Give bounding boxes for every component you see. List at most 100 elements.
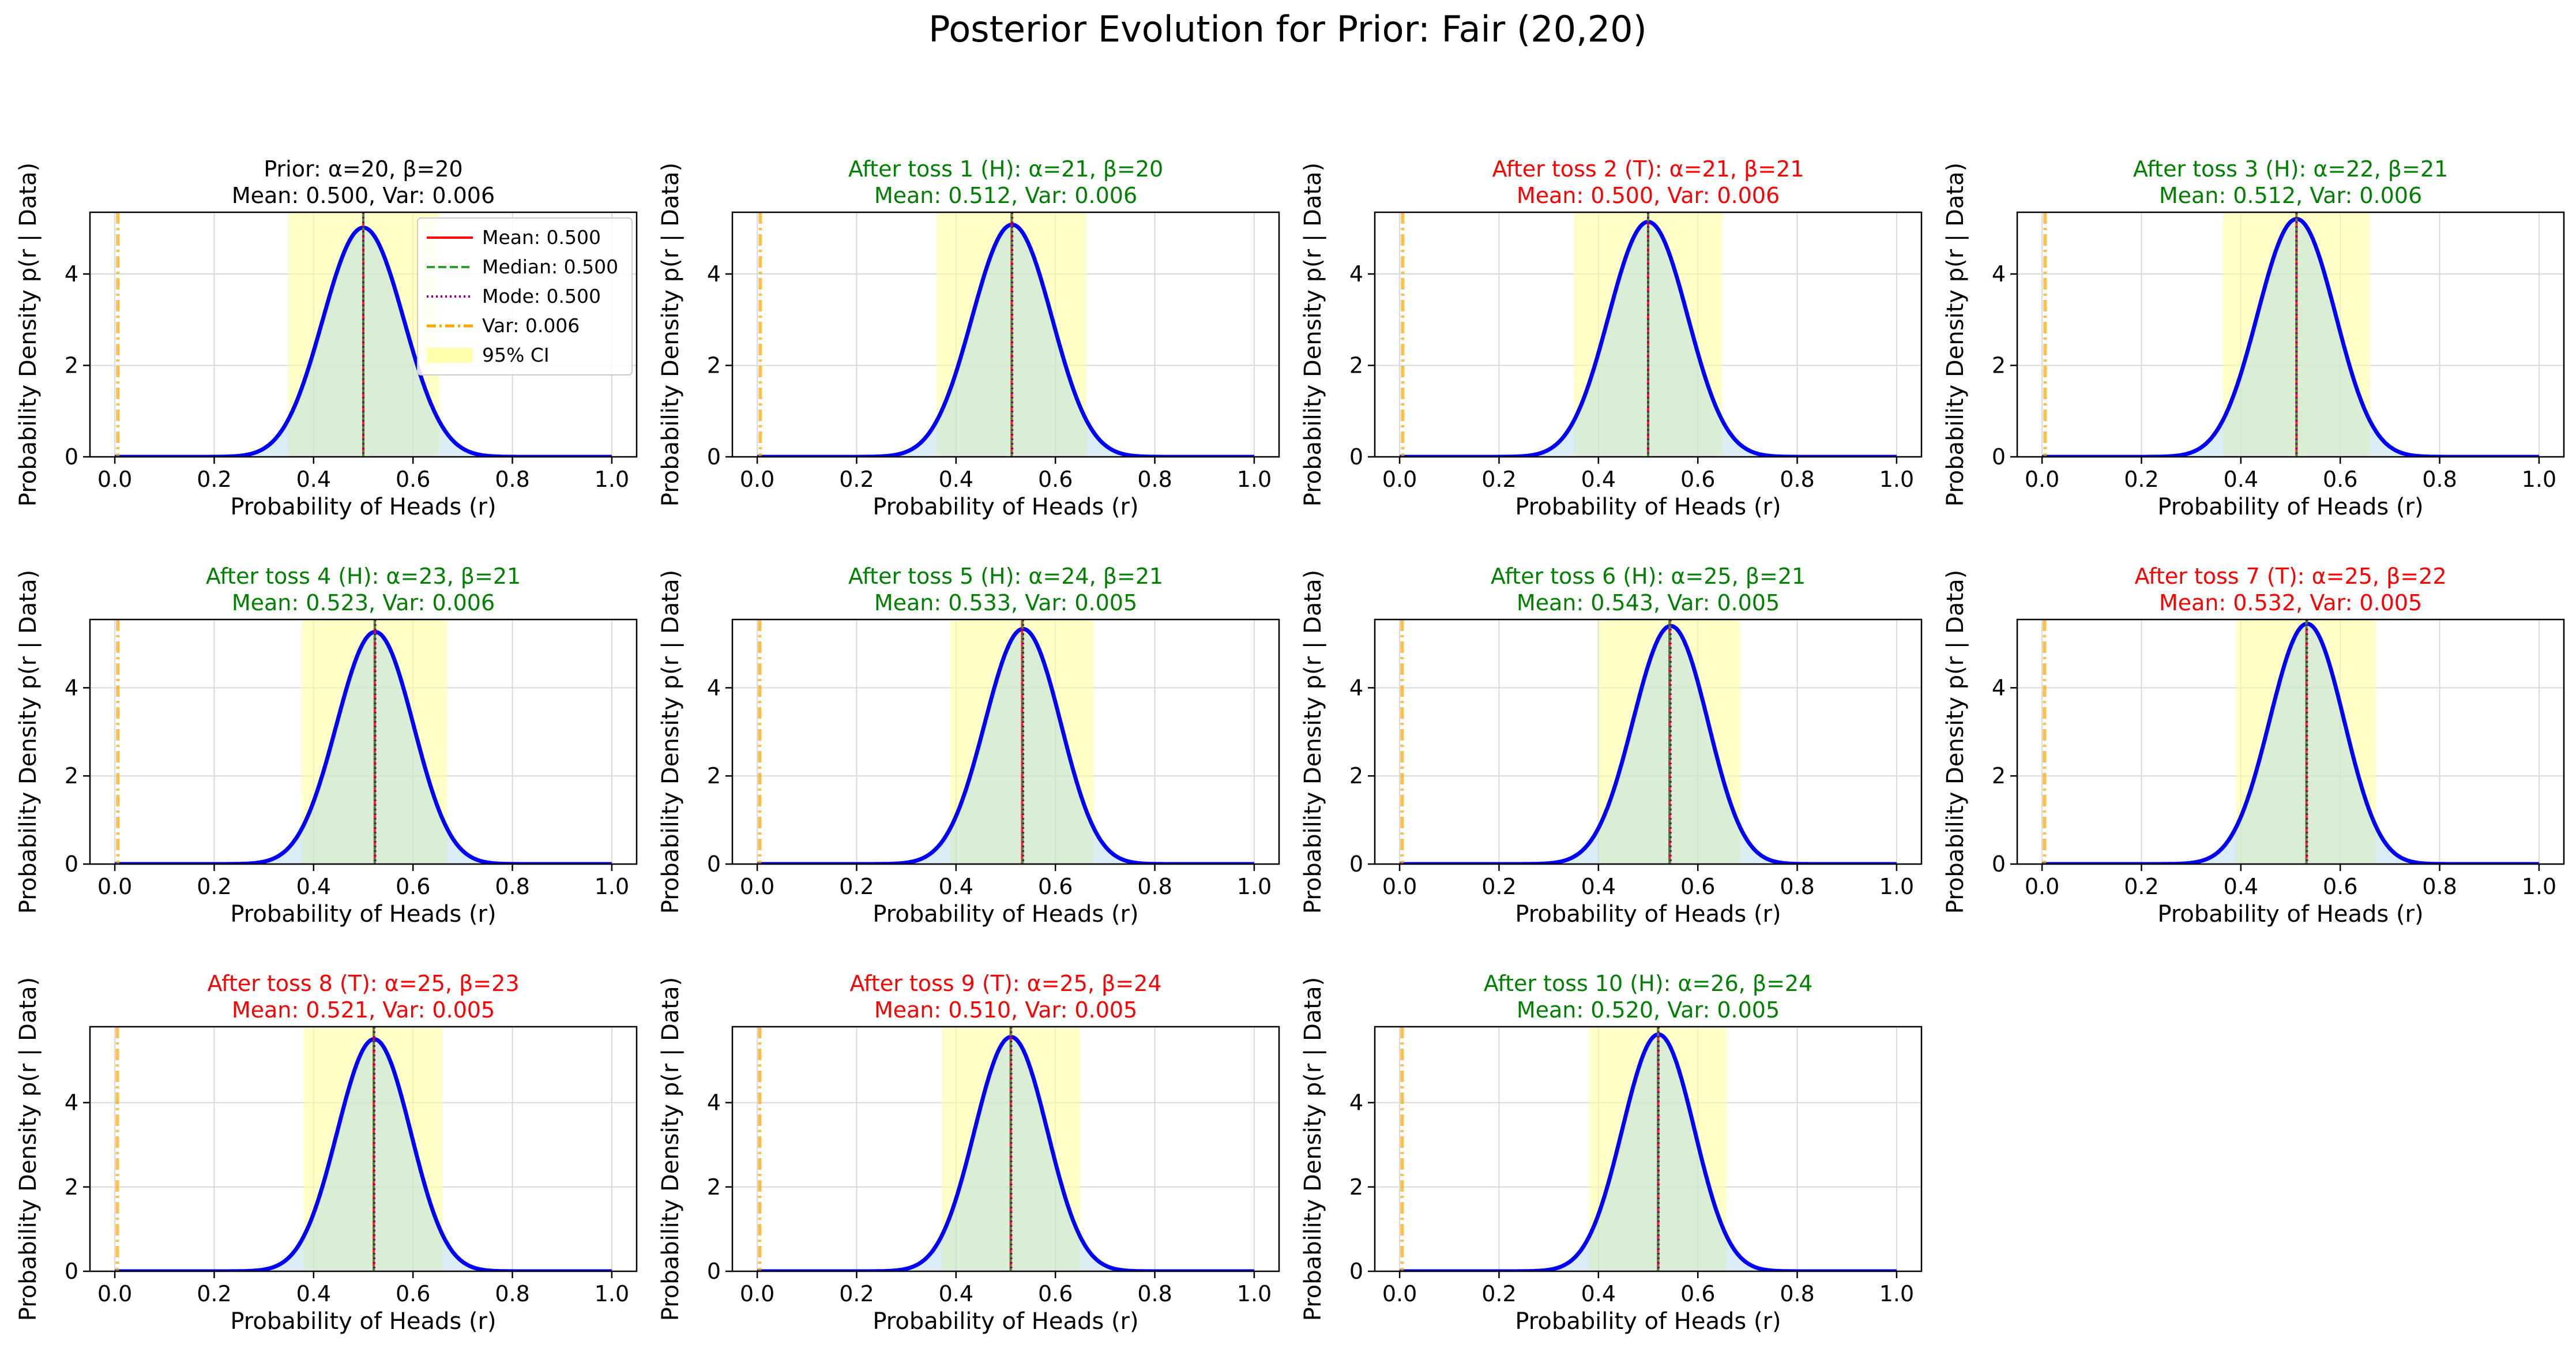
subplot-subtitle: Mean: 0.533, Var: 0.005 [874,590,1137,615]
density-curve [2042,621,2539,864]
subplot-title: After toss 2 (T): α=21, β=21 [1492,156,1804,182]
y-axis-label: Probability Density p(r | Data) [657,977,684,1321]
x-axis-label: Probability of Heads (r) [873,1308,1138,1335]
density-fill [2042,624,2539,864]
x-tick-label: 0.6 [1680,874,1715,899]
legend-label: Median: 0.500 [482,256,618,278]
density-curve [115,630,612,864]
density-curve [757,626,1254,864]
y-tick-label: 0 [1992,444,2006,470]
plot-area [732,619,1279,864]
y-axis-label: Probability Density p(r | Data) [15,977,42,1321]
y-tick-label: 2 [1992,763,2006,788]
density-fill [1400,626,1897,864]
y-axis-label: Probability Density p(r | Data) [15,163,42,506]
y-tick-label: 4 [1992,675,2006,700]
y-tick-label: 4 [1349,261,1363,287]
x-tick-label: 1.0 [595,874,629,899]
x-tick-label: 1.0 [2522,467,2556,492]
y-tick-label: 0 [65,851,78,877]
subplot-subtitle: Mean: 0.523, Var: 0.006 [232,590,495,615]
y-axis-label: Probability Density p(r | Data) [15,570,42,914]
x-tick-label: 0.0 [2025,467,2059,492]
plot-area [2017,619,2564,864]
y-tick-label: 2 [65,352,78,378]
x-tick-label: 0.2 [197,467,231,492]
plot-area [90,619,637,864]
x-tick-label: 0.4 [2224,874,2258,899]
axes-frame [2016,618,2565,865]
plot-area [90,1027,637,1271]
subplot-subtitle: Mean: 0.520, Var: 0.005 [1517,997,1780,1023]
x-tick-label: 0.2 [197,874,231,899]
axes-frame [89,211,638,458]
x-tick-label: 0.4 [1581,1281,1616,1306]
subplot-title: After toss 6 (H): α=25, β=21 [1491,564,1806,589]
y-axis-label: Probability Density p(r | Data) [1300,570,1326,914]
y-tick-label: 4 [707,675,721,700]
y-tick-label: 2 [707,763,721,788]
axes-frame [731,211,1280,458]
y-tick-label: 2 [707,352,721,378]
plot-area [732,1027,1279,1271]
x-tick-label: 1.0 [595,1281,629,1306]
density-curve [757,222,1254,457]
x-tick-label: 0.8 [1137,1281,1172,1306]
x-tick-label: 0.6 [396,1281,430,1306]
y-axis-label: Probability Density p(r | Data) [1300,977,1326,1321]
x-tick-label: 0.8 [2422,467,2457,492]
legend: Mean: 0.500 Median: 0.500 Mode: 0.500 Var: … [417,217,633,376]
x-tick-label: 0.0 [97,874,132,899]
y-tick-label: 4 [65,1090,78,1116]
axes-frame [2016,211,2565,458]
y-tick-label: 2 [65,763,78,788]
x-tick-label: 0.2 [1481,874,1516,899]
x-tick-label: 0.8 [1137,874,1172,899]
x-tick-label: 0.8 [495,874,529,899]
density-curve [115,1037,612,1271]
x-tick-label: 0.0 [740,1281,774,1306]
x-tick-label: 1.0 [2522,874,2556,899]
x-tick-label: 0.4 [939,874,973,899]
density-fill [757,224,1254,457]
y-tick-label: 2 [65,1174,78,1200]
x-axis-label: Probability of Heads (r) [2157,494,2423,520]
x-tick-label: 0.2 [197,1281,231,1306]
x-tick-label: 0.6 [2323,874,2357,899]
y-tick-label: 0 [65,1259,78,1284]
subplot-title: After toss 5 (H): α=24, β=21 [848,564,1163,589]
y-axis-label: Probability Density p(r | Data) [1942,570,1969,914]
density-curve [2042,217,2539,457]
y-tick-label: 0 [1992,851,2006,877]
x-tick-label: 0.8 [495,467,529,492]
x-axis-label: Probability of Heads (r) [2157,901,2423,928]
subplot-subtitle: Mean: 0.512, Var: 0.006 [2159,183,2422,208]
y-tick-label: 4 [707,1090,721,1116]
x-tick-label: 0.4 [939,1281,973,1306]
y-axis-label: Probability Density p(r | Data) [1300,163,1326,506]
subplot-title: After toss 8 (T): α=25, β=23 [208,971,520,996]
x-tick-label: 1.0 [1879,874,1914,899]
x-tick-label: 1.0 [595,467,629,492]
figure-title: Posterior Evolution for Prior: Fair (20,… [928,8,1647,50]
x-tick-label: 1.0 [1237,467,1272,492]
y-tick-label: 2 [1349,352,1363,378]
y-tick-label: 0 [707,1259,721,1284]
y-tick-label: 4 [1349,675,1363,700]
axes-frame [1374,1026,1923,1272]
x-tick-label: 0.0 [740,874,774,899]
x-tick-label: 0.4 [1581,467,1616,492]
x-axis-label: Probability of Heads (r) [1515,901,1781,928]
x-tick-label: 1.0 [1237,1281,1272,1306]
y-tick-label: 0 [1349,1259,1363,1284]
x-axis-label: Probability of Heads (r) [873,901,1138,928]
plot-area [1375,1027,1921,1271]
subplot-subtitle: Mean: 0.510, Var: 0.005 [874,997,1137,1023]
subplot-subtitle: Mean: 0.512, Var: 0.006 [874,183,1137,208]
x-tick-label: 0.2 [1481,467,1516,492]
